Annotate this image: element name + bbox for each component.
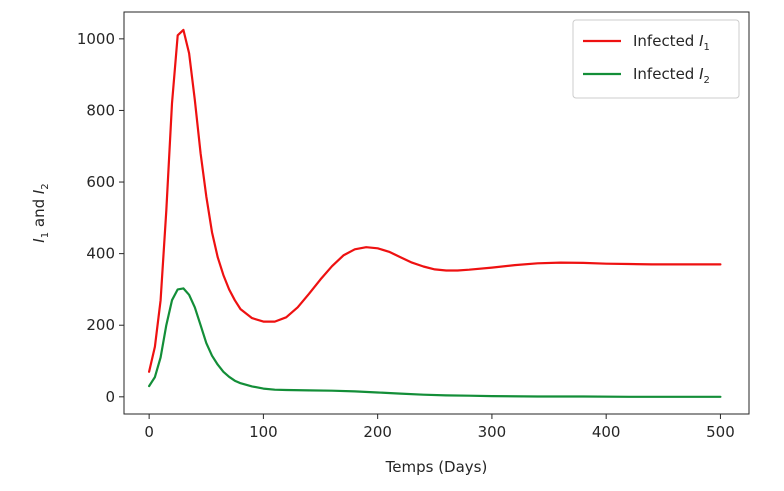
x-tick-label: 200	[363, 423, 392, 441]
series-line-2	[148, 287, 722, 398]
x-tick-label: 100	[249, 423, 278, 441]
y-axis-ticks: 0 200 400 600 800 1000	[77, 30, 124, 406]
axes-frame	[123, 11, 750, 415]
x-axis-label: Temps (Days)	[385, 458, 488, 476]
legend-label-2: Infected I2	[633, 65, 710, 86]
y-tick-label: 0	[105, 388, 115, 406]
x-tick-label: 300	[478, 423, 507, 441]
legend-box	[572, 19, 740, 99]
series-line-1	[148, 28, 722, 373]
x-tick-label: 0	[144, 423, 154, 441]
x-tick-label: 400	[592, 423, 621, 441]
y-tick-label: 400	[86, 245, 115, 263]
y-tick-label: 800	[86, 101, 115, 119]
y-axis-label: I1 and I2	[30, 183, 51, 242]
x-axis-ticks: 0 100 200 300 400 500	[144, 414, 735, 441]
x-tick-label: 500	[706, 423, 735, 441]
plot-area	[148, 28, 722, 398]
legend: Infected I1 Infected I2	[572, 19, 740, 99]
legend-label-1: Infected I1	[633, 32, 710, 53]
y-tick-label: 1000	[77, 30, 115, 48]
y-tick-label: 600	[86, 173, 115, 191]
y-tick-label: 200	[86, 316, 115, 334]
